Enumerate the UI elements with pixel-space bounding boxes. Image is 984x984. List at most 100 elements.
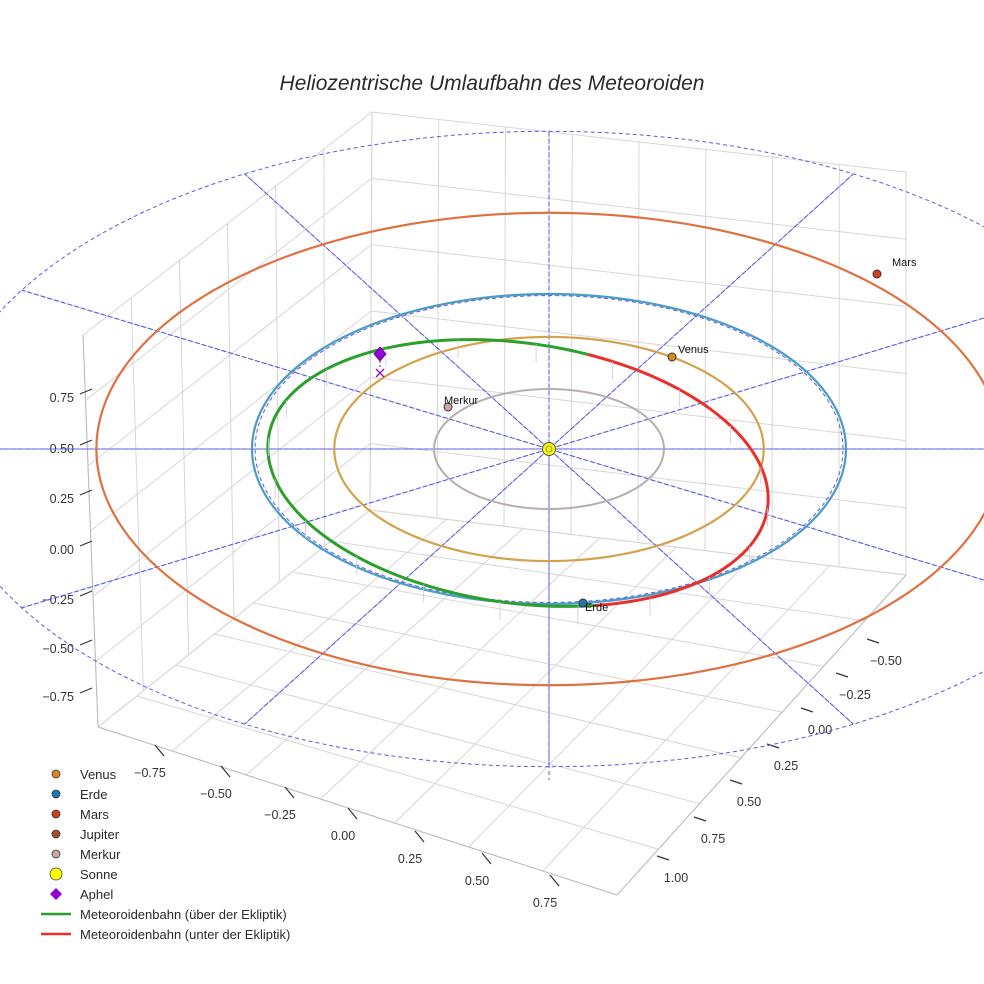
sun-marker [542,442,556,456]
legend-label: Jupiter [80,826,120,842]
legend-swatch-line [41,912,71,916]
z-tick-mark [79,540,93,547]
legend-swatch-dot [51,789,61,799]
legend-item[interactable]: Erde [36,784,290,804]
y-tick-mark [656,855,670,861]
legend-dot-icon [51,789,61,799]
y-tick-mark [866,638,880,644]
planet-venus [667,352,677,362]
z-tick-label: 0.75 [50,391,74,405]
planet-label-venus: Venus [678,344,709,356]
legend-item[interactable]: Jupiter [36,824,290,844]
legend-swatch-dot [51,809,61,819]
legend-item[interactable]: Merkur [36,844,290,864]
y-tick-label: 1.00 [664,871,688,885]
planet-label-merkur: Merkur [444,395,479,407]
legend-item[interactable]: Venus [36,764,290,784]
y-tick-label: 0.25 [774,759,798,773]
legend: Venus Erde Mars Jupiter Merkur Sonne Aphel Mete… [36,764,290,944]
grid-line-floor [214,633,741,759]
ecliptic-reference-lines [0,130,984,780]
x-tick-mark [347,807,358,820]
legend-item[interactable]: Mars [36,804,290,824]
legend-dot-icon [51,769,61,779]
grid-line-left-wall-h [85,177,372,401]
y-tick-mark [800,707,814,713]
x-tick-label: −0.25 [264,808,296,822]
orbit-mars [95,211,984,687]
planet-label-mars: Mars [892,257,917,269]
meteoroid-orbit-below-ecliptic [587,352,770,607]
legend-label: Merkur [80,846,121,862]
grid-line-floor [245,528,524,776]
legend-label: Mars [80,806,109,822]
y-tick-mark [835,672,849,678]
legend-swatch-dot [51,769,61,779]
legend-label: Sonne [80,866,118,882]
y-tick-mark [693,816,707,822]
y-tick-label: −0.25 [839,688,871,702]
legend-label: Venus [80,766,117,782]
x-tick-mark [154,744,165,757]
ecliptic-reference-ray [21,317,984,609]
axis-layer: 0.75 0.50 0.25 0.00 −0.25 −0.50 −0.75 −0.75 −0.5… [42,388,902,910]
grid-line-floor [369,509,907,576]
planet-mars [872,269,882,279]
legend-label: Aphel [80,886,114,902]
grid-layer [82,111,907,896]
grid-line-back-wall-h [371,111,907,173]
z-tick-label: 0.00 [50,543,74,557]
grid-line-back-wall-h [371,177,907,240]
grid-line-back-wall-h [371,244,907,307]
legend-sun-icon [49,867,63,881]
legend-item[interactable]: Sonne [36,864,290,884]
x-tick-label: 0.00 [331,829,355,843]
x-tick-label: 0.75 [533,896,557,910]
grid-line-back-wall-h [370,310,907,374]
legend-item[interactable]: Meteoroidenbahn (über der Ekliptik) [36,904,290,924]
sun-marker-core [545,445,553,453]
y-tick-mark [766,743,780,749]
x-tick-label: 0.25 [398,852,422,866]
orbit-layer [95,211,984,687]
x-tick-label: −0.50 [200,787,232,801]
z-tick-label: −0.50 [42,642,74,656]
grid-line-left-wall-h [95,443,371,663]
legend-swatch-dot [51,829,61,839]
legend-swatch-diamond [50,888,62,900]
axis-box-edge [82,334,99,728]
legend-item[interactable]: Aphel [36,884,290,904]
grid-line-floor [253,602,783,713]
grid-line-floor [542,565,830,872]
grid-line-floor [136,695,659,850]
axis-box-edge [616,574,907,896]
ecliptic-reference-ray [244,173,854,725]
legend-dot-icon [51,829,61,839]
y-tick-mark [729,779,743,785]
legend-dot-icon [51,809,61,819]
chart-title: Heliozentrische Umlaufbahn des Meteoroid… [279,72,705,95]
grid-line-left-wall-h [92,376,371,597]
legend-swatch-sun [49,867,63,881]
x-tick-mark [481,852,492,865]
x-tick-mark [220,765,231,778]
z-tick-label: 0.25 [50,492,74,506]
x-tick-mark [549,874,560,887]
x-tick-mark [414,830,425,843]
grid-line-floor [331,540,865,622]
legend-item[interactable]: Meteoroidenbahn (unter der Ekliptik) [36,924,290,944]
x-tick-label: 0.50 [465,874,489,888]
y-tick-label: 0.75 [701,832,725,846]
ecliptic-reference-ray [244,173,854,725]
legend-label: Erde [80,786,108,802]
z-tick-mark [79,489,93,496]
ecliptic-reference-ray [21,289,984,581]
grid-line-back-wall-h [370,376,907,442]
z-tick-label: −0.25 [42,593,74,607]
orbit-merkur [433,388,665,510]
grid-line-floor [292,571,824,667]
y-tick-label: 0.00 [808,723,832,737]
legend-label: Meteoroidenbahn (unter der Ekliptik) [80,926,291,942]
aphel-projection-cross [375,368,385,378]
